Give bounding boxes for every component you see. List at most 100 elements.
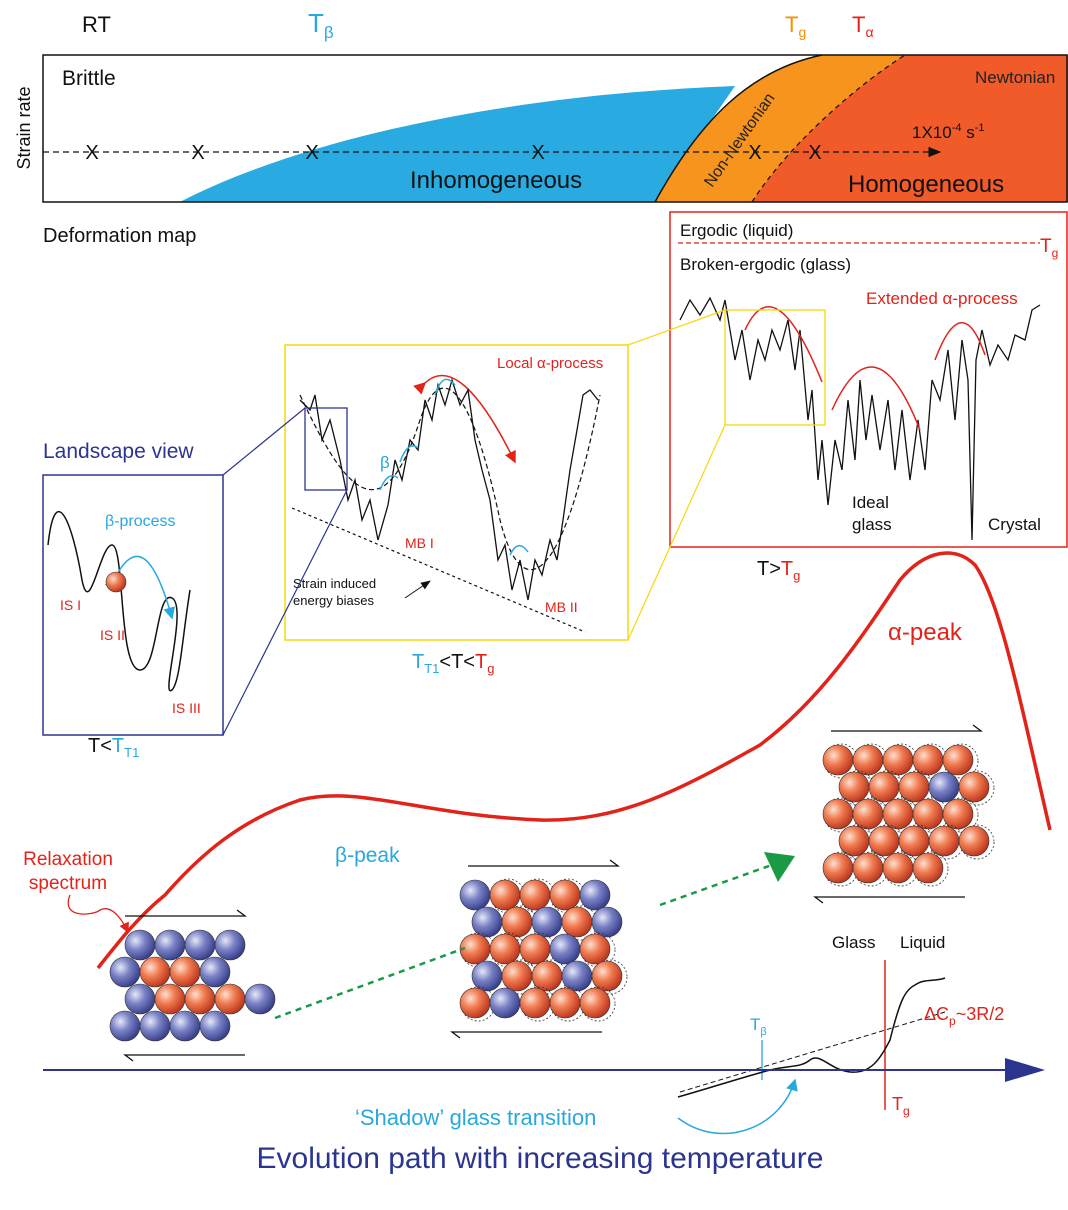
marker: X: [191, 142, 204, 164]
red-sphere: [913, 799, 943, 829]
red-sphere: [550, 880, 580, 910]
tg-label: Tg: [1040, 236, 1058, 260]
beta-peak: β-peak: [335, 844, 400, 867]
t-base: T: [781, 558, 793, 580]
marker: X: [808, 142, 821, 164]
line: Strain induced: [293, 576, 376, 591]
blue-sphere: [185, 930, 215, 960]
red-sphere: [959, 826, 989, 856]
baseline: [680, 1012, 945, 1092]
local-alpha: Local α-process: [497, 355, 603, 372]
t-sub: g: [487, 661, 494, 676]
mid-t-caption: TT1<T<Tg: [412, 651, 494, 676]
red-sphere: [520, 880, 550, 910]
bias-arrow: [405, 581, 430, 598]
t-base: T: [112, 735, 124, 757]
red-sphere: [823, 799, 853, 829]
map-caption: Deformation map: [43, 225, 196, 247]
is3: IS III: [172, 700, 201, 716]
t-g: Tg: [785, 12, 806, 40]
prefix: T<: [88, 735, 112, 757]
red-sphere: [839, 772, 869, 802]
t-base: T: [412, 651, 424, 673]
alpha-arcs: [745, 307, 985, 430]
t-sub: g: [903, 1104, 910, 1118]
spectrum-pointer: [68, 895, 128, 932]
blue-sphere: [580, 880, 610, 910]
red-sphere: [580, 934, 610, 964]
marker: X: [305, 142, 318, 164]
blue-sphere: [460, 880, 490, 910]
shadow-label: ‘Shadow’ glass transition: [355, 1105, 596, 1130]
cp-rest: ~3R/2: [956, 1004, 1005, 1024]
red-sphere: [592, 961, 622, 991]
line: energy biases: [293, 593, 374, 608]
line: spectrum: [29, 873, 107, 894]
red-sphere: [490, 934, 520, 964]
blue-sphere: [170, 1011, 200, 1041]
zoom-line: [628, 425, 725, 640]
blue-sphere: [125, 930, 155, 960]
rate-unit: s: [961, 123, 974, 142]
line: glass: [852, 515, 892, 534]
red-sphere: [839, 826, 869, 856]
ergodic: Ergodic (liquid): [680, 221, 793, 240]
red-sphere: [869, 826, 899, 856]
blue-sphere: [200, 957, 230, 987]
red-sphere: [502, 907, 532, 937]
footer: Evolution path with increasing temperatu…: [257, 1142, 824, 1175]
t-sub: T1: [424, 661, 439, 676]
blue-sphere: [200, 1011, 230, 1041]
smoothed-landscape: [300, 388, 600, 570]
blue-sphere: [155, 930, 185, 960]
homogeneous: Homogeneous: [848, 171, 1004, 198]
marker: X: [748, 142, 761, 164]
red-sphere: [823, 745, 853, 775]
red-sphere: [502, 961, 532, 991]
t-sub: g: [1052, 246, 1059, 260]
shadow-arrow: [678, 1080, 795, 1133]
cp-base: ΔC: [924, 1004, 949, 1024]
rate-label: 1X10-4 s-1: [912, 122, 985, 142]
beta: β: [380, 453, 390, 472]
dsc-tg: Tg: [892, 1094, 910, 1118]
t-base: T: [308, 8, 324, 38]
bias-line: [292, 508, 585, 632]
red-sphere: [170, 957, 200, 987]
marker: X: [85, 142, 98, 164]
red-sphere: [853, 853, 883, 883]
red-sphere: [580, 988, 610, 1018]
path-arrow: [660, 862, 780, 905]
rate-base: 1X10: [912, 123, 952, 142]
t-sub: T1: [124, 745, 139, 760]
t-base: T: [785, 12, 798, 37]
glass: Glass: [832, 933, 875, 952]
shear-arrow: [831, 725, 981, 731]
blue-sphere: [472, 961, 502, 991]
t-alpha: Tα: [852, 12, 874, 40]
blue-sphere: [929, 772, 959, 802]
mb1: MB I: [405, 535, 434, 551]
spectrum-label: Relaxationspectrum: [23, 849, 113, 894]
blue-sphere: [550, 934, 580, 964]
t-sub: α: [865, 24, 873, 40]
particle: [106, 572, 126, 592]
delta-cp: ΔCp~3R/2: [924, 1004, 1004, 1028]
red-sphere: [959, 772, 989, 802]
red-sphere: [185, 984, 215, 1014]
red-sphere: [155, 984, 185, 1014]
t-sub: β: [760, 1026, 766, 1038]
body: { "temperatures": {"rt": "RT", "t_beta":…: [0, 0, 1068, 1210]
blue-sphere: [490, 988, 520, 1018]
high-t-caption: T>Tg: [757, 558, 800, 583]
red-sphere: [532, 961, 562, 991]
extended-alpha: Extended α-process: [866, 289, 1018, 308]
shear-arrow: [125, 1055, 245, 1061]
red-sphere: [215, 984, 245, 1014]
zoom-line: [628, 310, 725, 345]
broken-ergodic: Broken-ergodic (glass): [680, 255, 851, 274]
red-sphere: [140, 957, 170, 987]
red-sphere: [853, 799, 883, 829]
t-sub: g: [793, 568, 800, 583]
ideal-glass: Idealglass: [852, 493, 892, 534]
